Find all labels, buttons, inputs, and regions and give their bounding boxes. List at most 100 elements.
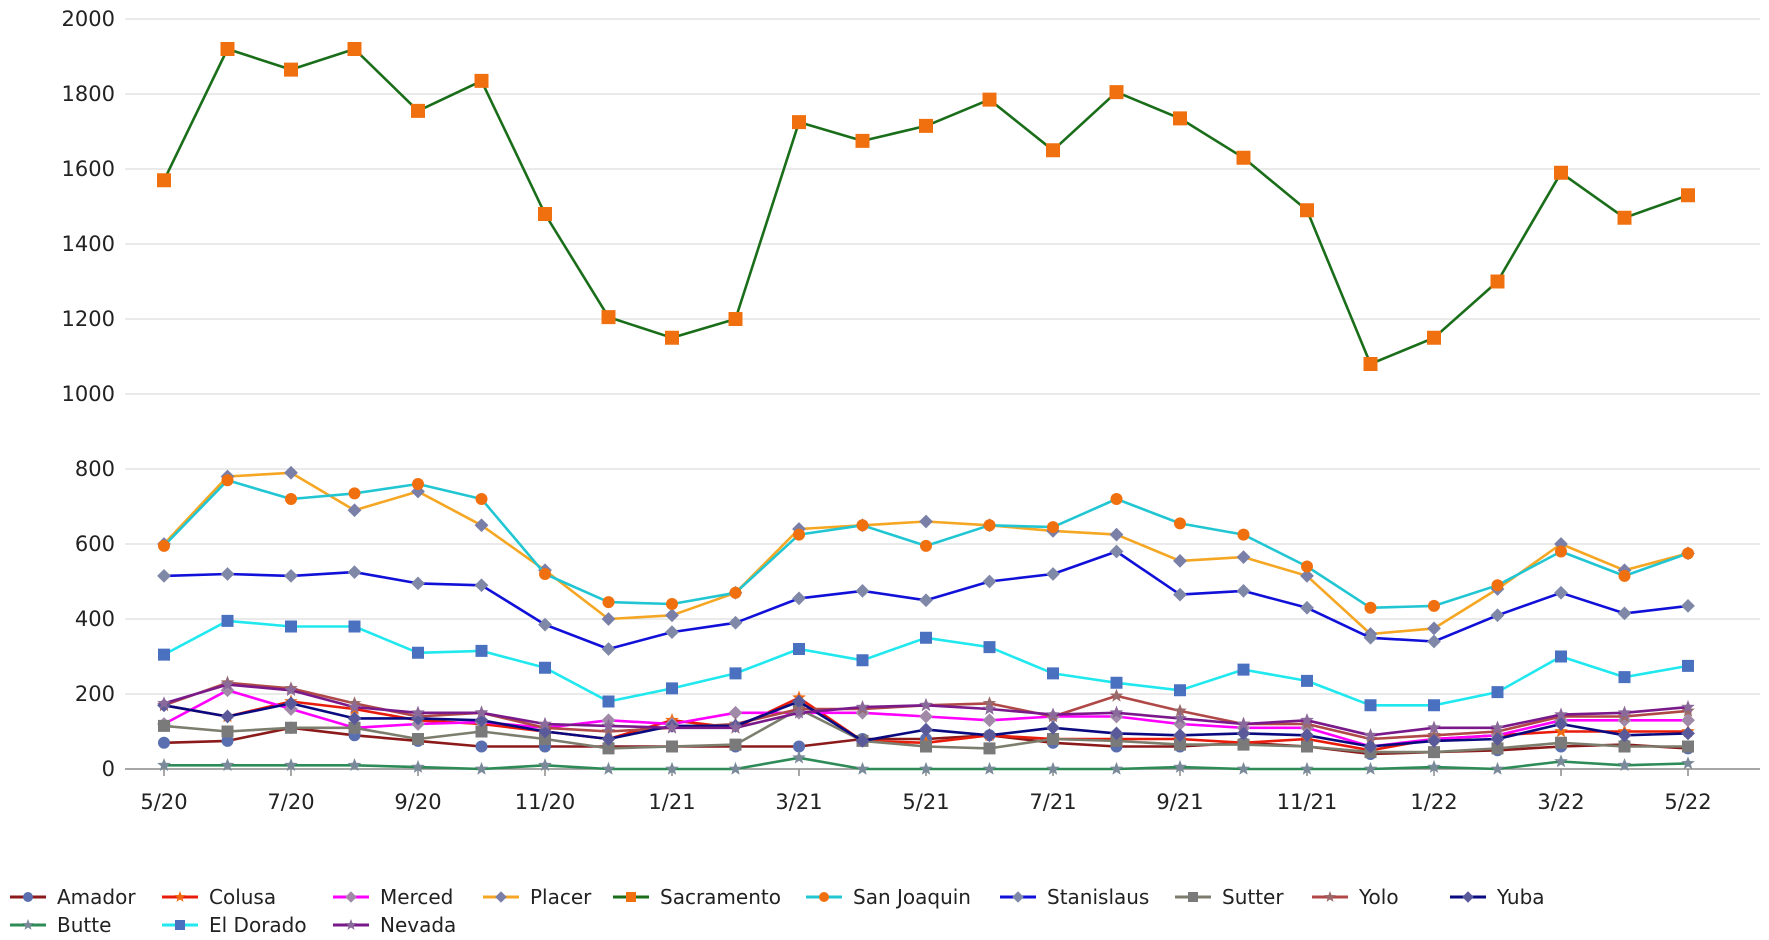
data-point [538,758,552,772]
data-point [1173,728,1187,743]
data-point [665,625,679,640]
series-line [162,47,1689,366]
x-tick-label: 11/20 [515,790,576,814]
series-group [157,42,1695,775]
legend-label: Nevada [380,913,456,937]
data-point [221,725,234,738]
legend-label: San Joaquin [853,885,971,909]
data-point [475,740,488,753]
data-point [157,173,171,188]
data-point [1109,726,1124,741]
y-axis: 0 200 400 600 800 1000 1200 1400 1600 1800 2000 [62,7,115,781]
data-point [1681,726,1695,741]
y-tick-label: 2000 [62,7,115,31]
legend: Amador Colusa Merced Placer Sacramento San Jo… [10,885,1545,937]
data-point [1109,761,1124,775]
y-tick-label: 200 [75,682,115,706]
data-point [1681,699,1695,713]
data-point [1301,740,1313,753]
data-point [1427,759,1441,773]
data-point [285,493,297,505]
data-point [919,722,933,737]
legend-item-colusa[interactable]: Colusa [162,885,276,909]
legend-item-placer[interactable]: Placer [483,885,592,909]
data-point [983,641,996,654]
data-point [1300,728,1314,743]
legend-item-merced[interactable]: Merced [333,885,453,909]
x-tick-label: 7/21 [1029,790,1076,814]
legend-item-el-dorado[interactable]: El Dorado [162,913,307,937]
gridlines [125,18,1760,770]
data-point [919,709,933,724]
y-tick-label: 1200 [62,307,115,331]
data-point [855,583,870,598]
legend-marker [345,919,357,930]
data-point [1617,606,1632,621]
data-point [602,742,615,755]
data-point [474,73,489,88]
data-point [1300,568,1314,583]
legend-item-stanislaus[interactable]: Stanislaus [1000,885,1149,909]
y-tick-label: 1600 [62,157,115,181]
data-point [793,643,805,655]
legend-item-sutter[interactable]: Sutter [1175,885,1284,909]
data-point [983,742,996,755]
data-point [220,709,235,724]
series-sacramento [157,42,1695,371]
y-tick-label: 1000 [62,382,115,406]
series-nevada [157,677,1695,742]
data-point [728,615,743,630]
data-point [1681,703,1695,717]
data-point [793,528,805,541]
legend-item-sacramento[interactable]: Sacramento [613,885,781,909]
data-point [1047,733,1059,745]
legend-marker [345,891,357,903]
x-axis: 5/20 7/20 9/20 11/20 1/21 3/21 5/21 7/21 9/21 11/… [140,769,1712,814]
data-point [157,568,171,583]
data-point [1363,728,1378,742]
data-point [539,568,551,580]
data-point [1427,634,1441,649]
data-point [1109,85,1124,100]
data-point [1300,761,1314,775]
legend-label: El Dorado [209,913,307,937]
data-point [411,103,425,118]
legend-item-amador[interactable]: Amador [10,885,136,909]
data-point [347,758,362,772]
data-point [728,312,743,326]
data-point [1682,740,1694,753]
data-point [1173,111,1187,126]
legend-marker [495,891,507,903]
legend-item-san-joaquin[interactable]: San Joaquin [806,885,971,909]
x-tick-label: 7/20 [267,790,314,814]
data-point [792,694,806,709]
data-point [665,608,679,623]
legend-item-yuba[interactable]: Yuba [1450,885,1545,909]
data-point [347,503,362,518]
data-point [1681,598,1695,613]
legend-marker [1324,891,1336,902]
data-point [1173,703,1187,717]
data-point [347,711,362,726]
data-point [601,310,616,325]
legend-item-nevada[interactable]: Nevada [333,913,456,937]
data-point [1490,761,1505,775]
data-point [1428,599,1440,612]
data-point [792,705,806,719]
data-point [221,474,234,487]
data-point [220,567,235,581]
data-point [1173,711,1187,725]
data-point [666,598,678,610]
data-point [1682,659,1694,672]
data-point [1554,585,1568,600]
legend-item-butte[interactable]: Butte [10,913,111,937]
data-point [601,612,616,626]
legend-item-yolo[interactable]: Yolo [1312,885,1399,909]
data-point [475,493,488,505]
data-point [1174,684,1186,697]
data-point [1236,726,1251,741]
data-point [1363,357,1378,371]
data-point [602,695,615,708]
legend-marker [1188,892,1198,902]
data-point [474,705,489,719]
